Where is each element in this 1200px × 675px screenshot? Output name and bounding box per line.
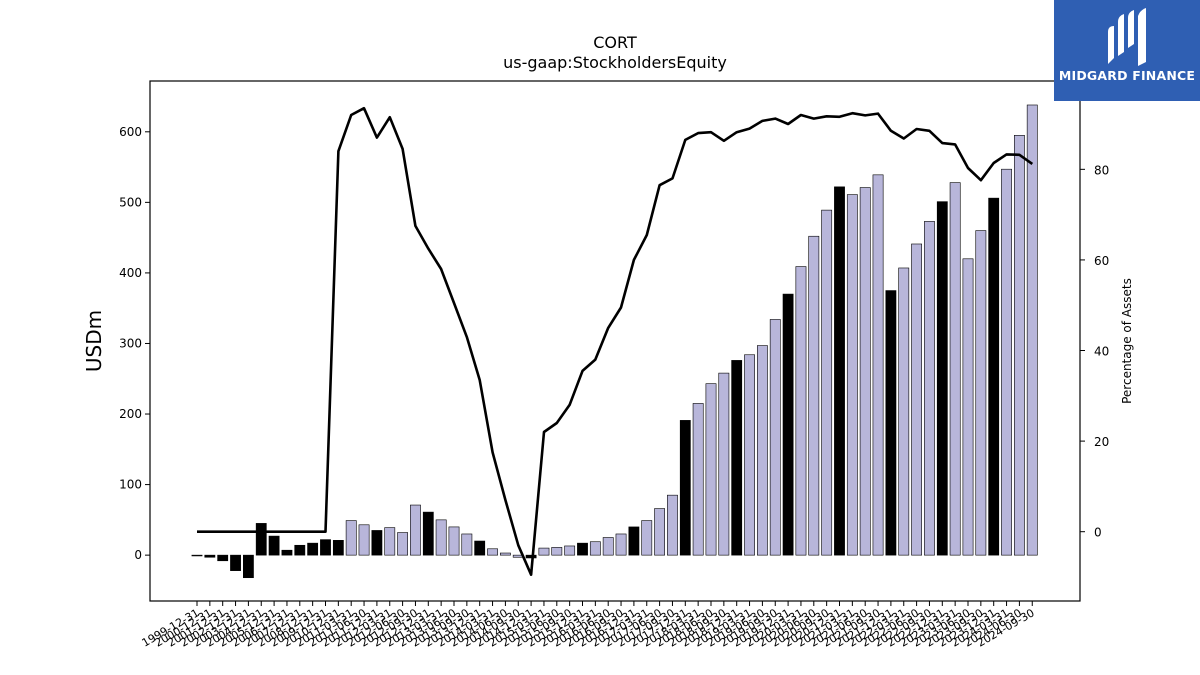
bar xyxy=(1026,104,1038,556)
bar xyxy=(949,182,961,556)
bar xyxy=(615,533,627,556)
bar xyxy=(255,523,267,556)
bar xyxy=(589,541,601,556)
bar xyxy=(243,554,254,579)
bar xyxy=(731,360,743,556)
y-tick-label: 600 xyxy=(119,125,142,139)
bar xyxy=(718,372,730,556)
bar xyxy=(191,554,203,557)
y-tick-label: 400 xyxy=(119,266,142,280)
bar xyxy=(538,547,550,556)
percentage-line xyxy=(197,106,1034,577)
bar xyxy=(358,524,370,556)
bar xyxy=(911,243,922,556)
bar xyxy=(872,174,884,556)
bar xyxy=(332,540,344,556)
bar xyxy=(422,511,434,556)
bar xyxy=(371,530,383,556)
bar xyxy=(808,235,820,556)
bar xyxy=(499,552,511,556)
bar xyxy=(898,267,910,556)
y-tick-label: 500 xyxy=(119,195,142,209)
bar xyxy=(679,420,691,556)
bar xyxy=(924,221,935,556)
bar xyxy=(962,258,974,556)
bar xyxy=(859,187,871,556)
bar xyxy=(564,545,576,556)
bar xyxy=(705,383,717,556)
y-axis-label: USDm xyxy=(82,310,106,372)
y2-axis-label: Percentage of Assets xyxy=(1120,278,1134,404)
bar xyxy=(384,527,396,556)
bar xyxy=(320,539,331,556)
bar xyxy=(846,194,858,556)
y-tick-label: 100 xyxy=(119,478,142,492)
brand-mark-icon xyxy=(1108,8,1146,66)
bar xyxy=(281,549,293,556)
bar xyxy=(448,526,460,556)
y2-tick-label: 20 xyxy=(1094,435,1109,449)
plot-frame xyxy=(149,80,1081,602)
y-axis-right: 0 20 40 60 80 xyxy=(1080,163,1109,540)
brand-name: MIDGARD FINANCE xyxy=(1058,68,1196,83)
bar xyxy=(821,209,833,556)
bar xyxy=(525,554,537,559)
y2-tick-label: 40 xyxy=(1094,345,1109,359)
bar xyxy=(487,548,498,556)
bar xyxy=(1001,168,1012,556)
bar xyxy=(756,345,768,556)
bar xyxy=(769,319,781,556)
bar xyxy=(577,542,588,556)
bar xyxy=(410,504,421,556)
y2-tick-label: 60 xyxy=(1094,254,1109,268)
y2-tick-label: 80 xyxy=(1094,163,1109,177)
bar xyxy=(474,540,486,556)
chart-title: CORT xyxy=(593,33,637,52)
bar xyxy=(795,266,807,556)
bar xyxy=(461,533,473,556)
bar xyxy=(397,532,408,556)
line-series xyxy=(197,106,1034,577)
y-tick-label: 0 xyxy=(134,548,142,562)
bar xyxy=(294,544,306,556)
bar xyxy=(782,293,794,556)
x-axis: 1999-12-312000-12-312001-12-312002-12-31… xyxy=(140,601,1037,650)
y-axis-left: 0 100 200 300 400 500 600 xyxy=(119,125,150,562)
bar xyxy=(692,403,704,556)
y-tick-label: 200 xyxy=(119,407,142,421)
bar xyxy=(667,494,678,556)
bar xyxy=(885,290,897,556)
bar xyxy=(628,526,640,556)
bar xyxy=(744,354,755,556)
bar xyxy=(602,537,614,556)
y-tick-label: 300 xyxy=(119,336,142,350)
brand-logo: MIDGARD FINANCE xyxy=(1054,0,1200,101)
y2-tick-label: 0 xyxy=(1094,526,1102,540)
bar xyxy=(204,554,216,558)
bar xyxy=(641,520,653,556)
bar xyxy=(551,547,563,556)
bar xyxy=(975,230,987,556)
bar-series xyxy=(191,104,1038,579)
bar xyxy=(1013,135,1025,556)
bar xyxy=(834,186,845,556)
bar xyxy=(988,197,1000,556)
bar xyxy=(268,535,280,556)
bar xyxy=(936,201,948,556)
chart-subtitle: us-gaap:StockholdersEquity xyxy=(503,53,727,72)
bar xyxy=(345,520,357,556)
bar xyxy=(435,519,447,556)
bar xyxy=(230,554,241,571)
bar xyxy=(654,508,665,556)
bar xyxy=(307,542,319,556)
bar xyxy=(217,554,229,562)
